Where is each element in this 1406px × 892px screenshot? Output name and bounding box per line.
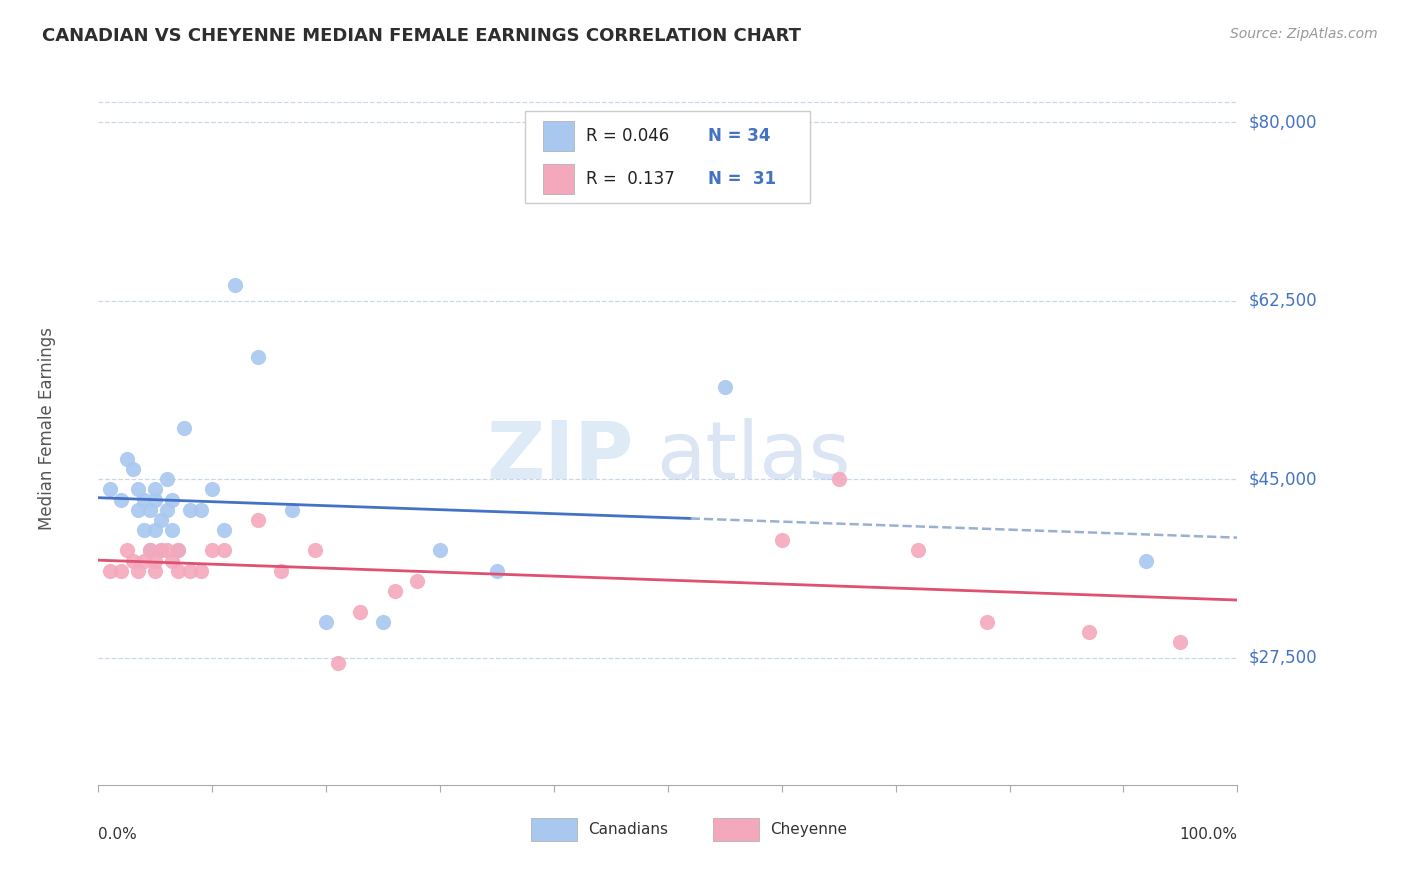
Point bbox=[907, 543, 929, 558]
Point bbox=[162, 554, 184, 568]
Bar bbox=[713, 818, 759, 840]
Point bbox=[145, 523, 167, 537]
Text: $62,500: $62,500 bbox=[1249, 292, 1317, 310]
Point bbox=[132, 492, 155, 507]
Point bbox=[281, 502, 304, 516]
Point bbox=[150, 543, 173, 558]
Point bbox=[132, 523, 155, 537]
Text: CANADIAN VS CHEYENNE MEDIAN FEMALE EARNINGS CORRELATION CHART: CANADIAN VS CHEYENNE MEDIAN FEMALE EARNI… bbox=[42, 27, 801, 45]
Point bbox=[190, 502, 212, 516]
Point bbox=[406, 574, 429, 588]
Point bbox=[121, 462, 143, 476]
Point bbox=[127, 502, 149, 516]
Point bbox=[162, 492, 184, 507]
Point bbox=[270, 564, 292, 578]
Text: R = 0.046: R = 0.046 bbox=[586, 128, 669, 145]
Point bbox=[98, 564, 121, 578]
Point bbox=[110, 492, 132, 507]
Text: Canadians: Canadians bbox=[588, 822, 668, 837]
Point bbox=[315, 615, 337, 629]
Text: $45,000: $45,000 bbox=[1249, 470, 1317, 488]
Point bbox=[156, 543, 179, 558]
Point bbox=[145, 483, 167, 497]
Point bbox=[770, 533, 793, 548]
Text: atlas: atlas bbox=[657, 417, 851, 496]
Point bbox=[349, 605, 371, 619]
Bar bbox=[531, 818, 576, 840]
Point bbox=[828, 472, 851, 486]
Point bbox=[167, 543, 190, 558]
Point bbox=[162, 523, 184, 537]
Point bbox=[384, 584, 406, 599]
Point bbox=[167, 564, 190, 578]
Point bbox=[115, 451, 138, 466]
Point bbox=[212, 523, 235, 537]
Point bbox=[976, 615, 998, 629]
Text: N =  31: N = 31 bbox=[707, 170, 776, 188]
Point bbox=[304, 543, 326, 558]
Point bbox=[201, 543, 224, 558]
Point bbox=[173, 421, 195, 435]
Point bbox=[179, 564, 201, 578]
Point bbox=[138, 543, 160, 558]
Text: N = 34: N = 34 bbox=[707, 128, 770, 145]
Point bbox=[150, 513, 173, 527]
Point bbox=[326, 656, 349, 670]
Point bbox=[127, 483, 149, 497]
Point bbox=[115, 543, 138, 558]
Point bbox=[201, 483, 224, 497]
Point bbox=[167, 543, 190, 558]
Point bbox=[145, 564, 167, 578]
Text: Source: ZipAtlas.com: Source: ZipAtlas.com bbox=[1230, 27, 1378, 41]
Point bbox=[110, 564, 132, 578]
Text: 100.0%: 100.0% bbox=[1180, 827, 1237, 842]
Bar bbox=[543, 121, 575, 152]
Point bbox=[1170, 635, 1192, 649]
Point bbox=[121, 554, 143, 568]
Point bbox=[212, 543, 235, 558]
Point bbox=[179, 502, 201, 516]
Point bbox=[246, 513, 269, 527]
Point bbox=[150, 543, 173, 558]
Point bbox=[127, 564, 149, 578]
Point bbox=[156, 472, 179, 486]
Point bbox=[371, 615, 394, 629]
Point bbox=[486, 564, 509, 578]
Point bbox=[138, 502, 160, 516]
Point bbox=[190, 564, 212, 578]
Point bbox=[224, 278, 246, 293]
Point bbox=[145, 554, 167, 568]
Point bbox=[429, 543, 451, 558]
FancyBboxPatch shape bbox=[526, 111, 810, 203]
Text: ZIP: ZIP bbox=[486, 417, 634, 496]
Point bbox=[138, 543, 160, 558]
Text: 0.0%: 0.0% bbox=[98, 827, 138, 842]
Text: R =  0.137: R = 0.137 bbox=[586, 170, 675, 188]
Text: $27,500: $27,500 bbox=[1249, 648, 1317, 666]
Text: $80,000: $80,000 bbox=[1249, 113, 1317, 131]
Point bbox=[156, 502, 179, 516]
Text: Median Female Earnings: Median Female Earnings bbox=[38, 326, 56, 530]
Point bbox=[1135, 554, 1157, 568]
Bar bbox=[543, 164, 575, 194]
Point bbox=[1078, 625, 1101, 640]
Point bbox=[714, 380, 737, 394]
Point bbox=[132, 554, 155, 568]
Text: Cheyenne: Cheyenne bbox=[770, 822, 848, 837]
Point bbox=[246, 350, 269, 364]
Point bbox=[98, 483, 121, 497]
Point bbox=[145, 492, 167, 507]
